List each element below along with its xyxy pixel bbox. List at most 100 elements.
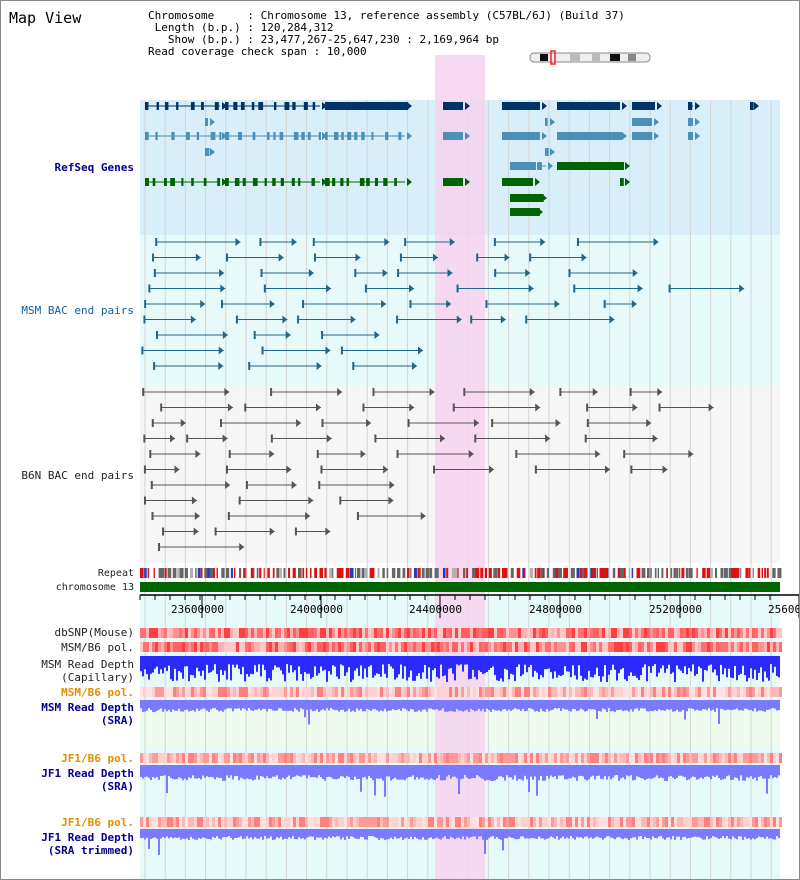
jf1-trimmed-depth-bar	[424, 829, 426, 840]
msm-capillary-depth-bar	[576, 656, 578, 680]
jf1-trimmed-depth-bar	[614, 829, 616, 840]
msm-pol-sra-heat-cell	[359, 687, 362, 697]
jf1-trimmed-depth-bar	[396, 829, 398, 839]
jf1-pol-heat-cell	[308, 753, 311, 763]
jf1-pol-trim-heat-cell	[683, 817, 686, 827]
jf1-pol-trim-heat-cell	[650, 817, 653, 827]
msm-pol-sra-heat-cell	[287, 687, 290, 697]
msm-pol-sra-heat-cell	[767, 687, 770, 697]
msm-capillary-depth-bar	[746, 656, 748, 682]
jf1-pol-heat-cell	[446, 753, 449, 763]
msm-pol-heat-cell	[251, 642, 254, 652]
jf1-pol-trim-heat-cell	[599, 817, 602, 827]
gene-exon	[618, 132, 623, 140]
msm-bac-end-arrow	[381, 300, 387, 308]
dbsnp-heat-cell	[539, 628, 542, 638]
msm-pol-sra-heat-cell	[653, 687, 656, 697]
jf1-sra-depth-bar	[664, 765, 666, 781]
repeat-mark	[451, 568, 456, 578]
b6n-bac-label: B6N BAC end pairs	[21, 469, 134, 482]
jf1-sra-depth-bar	[676, 765, 678, 778]
jf1-sra-depth-bar	[230, 765, 232, 776]
msm-sra-depth-bar	[428, 700, 430, 709]
jf1-pol-heat-cell	[491, 753, 494, 763]
jf1-sra-depth-bar	[592, 765, 594, 776]
jf1-sra-depth-bar	[206, 765, 208, 777]
msm-pol-sra-heat-cell	[269, 687, 272, 697]
dbsnp-heat-cell	[455, 628, 458, 638]
msm-pol-heat-cell	[197, 642, 200, 652]
msm-bac-end-arrow	[739, 284, 745, 293]
msm-sra-depth-bar	[340, 700, 342, 710]
dbsnp-heat-cell	[293, 628, 296, 638]
msm-capillary-depth-bar	[502, 656, 504, 682]
msm-sra-depth-bar	[416, 700, 418, 712]
jf1-trimmed-depth-bar	[618, 829, 620, 837]
msm-pol-heat-cell	[200, 642, 203, 652]
jf1-pol-heat-cell	[779, 753, 782, 763]
dbsnp-heat-cell	[599, 628, 602, 638]
repeat-mark	[661, 568, 664, 578]
dbsnp-heat-cell	[215, 628, 218, 638]
jf1-sra-depth-bar	[146, 765, 148, 777]
jf1-pol-heat-cell	[449, 753, 452, 763]
jf1-pol-trim-heat-cell	[374, 817, 377, 827]
dbsnp-heat-cell	[404, 628, 407, 638]
msm-sra-depth-bar	[718, 700, 720, 724]
jf1-sra-depth-bar	[666, 765, 668, 781]
jf1-sra-depth-bar	[702, 765, 704, 779]
gene-exon	[325, 102, 329, 110]
repeat-mark	[555, 568, 560, 578]
jf1-trimmed-depth-bar	[654, 829, 656, 839]
msm-pol-heat-cell	[311, 642, 314, 652]
dbsnp-heat-cell	[191, 628, 194, 638]
msm-capillary-depth-bar	[516, 656, 518, 668]
repeat-mark	[516, 568, 521, 578]
msm-pol-sra-heat-cell	[320, 687, 323, 697]
jf1-trimmed-depth-bar	[536, 829, 538, 839]
msm-pol-sra-heat-cell	[386, 687, 389, 697]
msm-pol-heat-cell	[218, 642, 221, 652]
jf1-sra-depth-bar	[438, 765, 440, 776]
jf1-pol-trim-heat-cell	[281, 817, 284, 827]
repeat-mark	[425, 568, 429, 578]
msm-pol-sra-heat-cell	[368, 687, 371, 697]
msm-sra-depth-bar	[214, 700, 216, 709]
jf1-pol-trim-heat-cell	[515, 817, 518, 827]
dbsnp-heat-cell	[479, 628, 482, 638]
gene-exon	[592, 132, 595, 140]
jf1-trimmed-depth-bar	[410, 829, 412, 837]
jf1-sra-depth-bar	[568, 765, 570, 779]
jf1-pol-trim-heat-cell	[557, 817, 560, 827]
gene-exon	[581, 162, 586, 170]
gene-exon	[242, 178, 246, 186]
jf1-pol-trim-heat-cell	[293, 817, 296, 827]
msm-bac-end	[397, 269, 400, 277]
jf1-trimmed-depth-bar	[452, 829, 454, 838]
msm-capillary-depth-bar	[442, 656, 444, 677]
jf1-sra-depth-bar	[544, 765, 546, 781]
msm-capillary-depth-bar	[640, 656, 642, 676]
msm-sra-depth-bar	[434, 700, 436, 710]
msm-sra-depth-bar	[514, 700, 516, 709]
dbsnp-heat-cell	[485, 628, 488, 638]
repeat-mark	[377, 568, 380, 578]
msm-capillary-depth-bar	[604, 656, 606, 666]
jf1-sra-depth-bar	[186, 765, 188, 781]
msm-sra-depth-bar	[762, 700, 764, 712]
jf1-trimmed-depth-bar	[760, 829, 762, 838]
gene-strand-arrow	[210, 148, 215, 156]
jf1-pol-heat-cell	[425, 753, 428, 763]
msm-pol-heat-cell	[344, 642, 347, 652]
msm-pol-sra-heat-cell	[491, 687, 494, 697]
msm-capillary-depth-bar	[152, 656, 154, 673]
jf1-sra-depth-bar	[252, 765, 254, 781]
msm-sra-depth-bar	[554, 700, 556, 709]
msm-sra-depth-bar	[700, 700, 702, 711]
jf1-trimmed-depth-bar	[688, 829, 690, 838]
msm-capillary-depth-bar	[250, 656, 252, 674]
msm-pol-sra-heat-cell	[503, 687, 506, 697]
gene-exon	[512, 178, 515, 186]
msm-capillary-depth-bar	[558, 656, 560, 676]
